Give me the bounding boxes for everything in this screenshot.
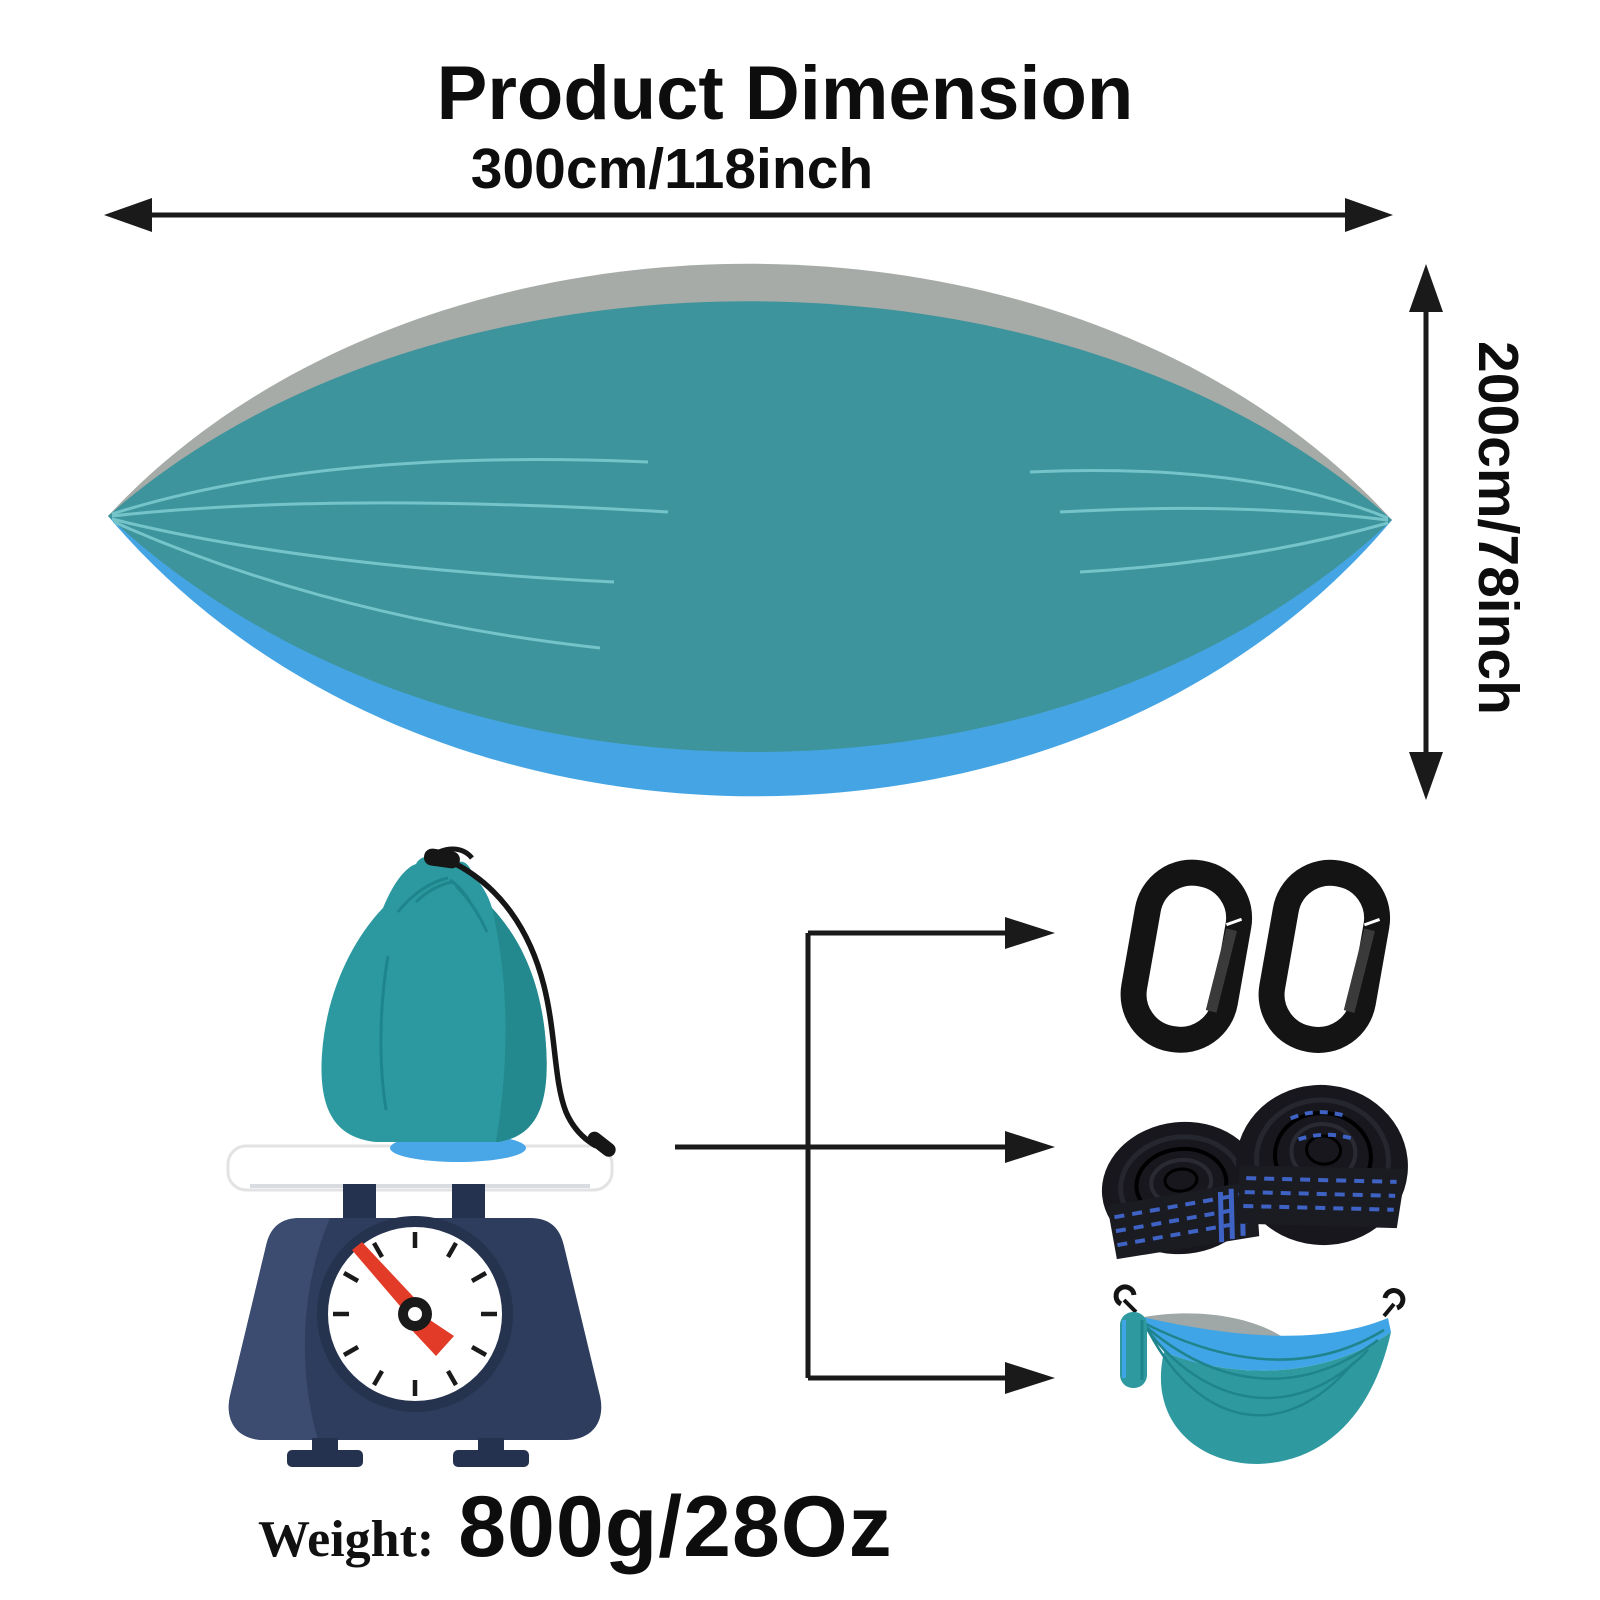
width-dimension-label: 300cm/118inch [470,137,874,201]
dial-ticks [333,1232,497,1396]
straps-icon [1101,1084,1408,1260]
hammock-illustration [108,263,1392,797]
carabiners-icon [1120,859,1391,1053]
weight-label: Weight: [258,1511,435,1568]
sack-creases [379,876,489,1111]
connector-arrows-icon [675,917,1055,1394]
scale-icon [226,1144,614,1467]
scale-feet [287,1438,529,1467]
fold-lines-right [1029,468,1389,574]
weight-value: 800g/28Oz [458,1479,893,1575]
mini-hammock-icon [1113,1284,1406,1464]
height-arrow-icon [1409,264,1443,800]
dial-needle [352,1242,454,1356]
strap-coil-right [1236,1084,1408,1246]
mini-hammock-pleats [1141,1320,1385,1417]
width-arrow-icon [104,198,1393,232]
carabiner-left [1120,859,1253,1053]
height-dimension-label: 200cm/78inch [1466,341,1530,715]
stuff-sack-icon [321,846,616,1162]
page-title: Product Dimension [436,51,1134,136]
weight-row: Weight: 800g/28Oz [258,1478,893,1577]
fold-lines-left [111,458,669,650]
carabiner-right [1258,859,1391,1053]
